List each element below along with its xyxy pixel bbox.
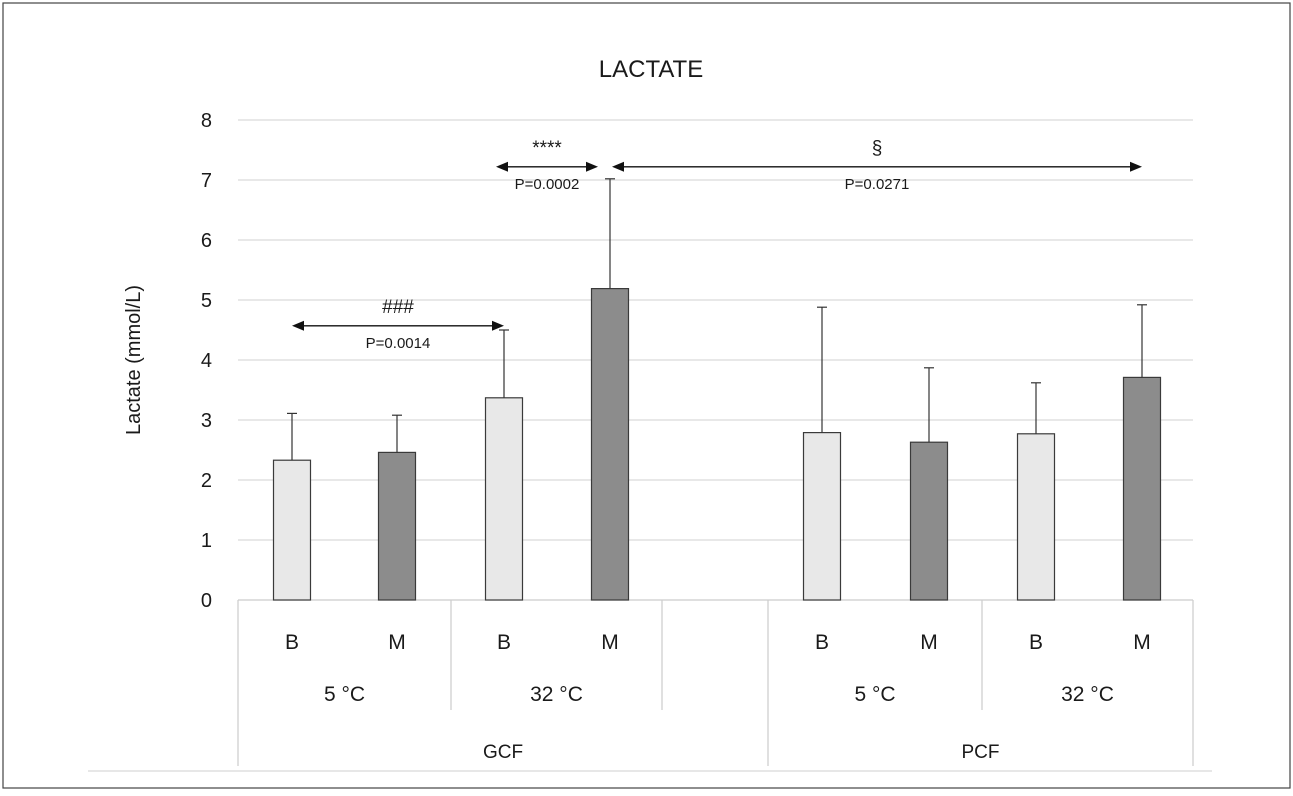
x-tick-label: M — [601, 631, 619, 654]
y-axis-label: Lactate (mmol/L) — [123, 285, 145, 435]
fluid-group-label: PCF — [962, 742, 1000, 763]
y-tick-label: 1 — [201, 530, 212, 552]
y-tick-label: 6 — [201, 230, 212, 252]
y-tick-label: 2 — [201, 470, 212, 492]
annotations: ### P=0.0014 **** P=0.0002 § P=0.0271 — [292, 138, 1142, 352]
y-tick-label: 0 — [201, 590, 212, 612]
temperature-group-label: 32 °C — [530, 683, 583, 706]
fluid-group-label: GCF — [483, 742, 523, 763]
bar-pcf-b — [802, 432, 842, 601]
x-tick-label: M — [1133, 631, 1151, 654]
bar-gcf-b — [484, 397, 524, 601]
y-tick-label: 5 — [201, 290, 212, 312]
temperature-group-label: 32 °C — [1061, 683, 1114, 706]
significance-symbol: ### — [382, 297, 414, 318]
x-tick-label: M — [920, 631, 938, 654]
error-bars — [287, 178, 1147, 461]
bar-pcf-m — [909, 441, 949, 601]
chart-title: LACTATE — [599, 56, 703, 83]
y-tick-label: 8 — [201, 110, 212, 132]
p-value-label: P=0.0014 — [366, 335, 431, 352]
bar-gcf-m — [377, 451, 417, 601]
y-tick-label: 7 — [201, 170, 212, 192]
arrow-head — [586, 161, 598, 172]
x-tick-label: B — [285, 631, 299, 654]
y-tick-label: 3 — [201, 410, 212, 432]
p-value-label: P=0.0271 — [845, 176, 910, 193]
arrow-head — [496, 161, 508, 172]
x-tick-label: M — [388, 631, 406, 654]
x-tick-label: B — [497, 631, 511, 654]
arrow-head — [1130, 161, 1142, 172]
bar-pcf-b — [1016, 433, 1056, 601]
y-tick-label: 4 — [201, 350, 212, 372]
bar-gcf-m — [590, 288, 630, 601]
group-labels: 5 °C 32 °C 5 °C 32 °C GCF PCF — [324, 683, 1114, 763]
arrow-head — [292, 320, 304, 331]
bars — [272, 288, 1162, 601]
temperature-group-label: 5 °C — [324, 683, 365, 706]
y-tick-labels: 0 1 2 3 4 5 6 7 8 — [201, 110, 212, 612]
x-tick-label: B — [1029, 631, 1043, 654]
bar-gcf-b — [272, 459, 312, 601]
bar-pcf-m — [1122, 376, 1162, 601]
arrow-head — [612, 161, 624, 172]
p-value-label: P=0.0002 — [515, 176, 580, 193]
significance-symbol: § — [872, 138, 883, 159]
arrow-head — [492, 320, 504, 331]
x-tick-label: B — [815, 631, 829, 654]
temperature-group-label: 5 °C — [854, 683, 895, 706]
significance-symbol: **** — [532, 138, 562, 159]
